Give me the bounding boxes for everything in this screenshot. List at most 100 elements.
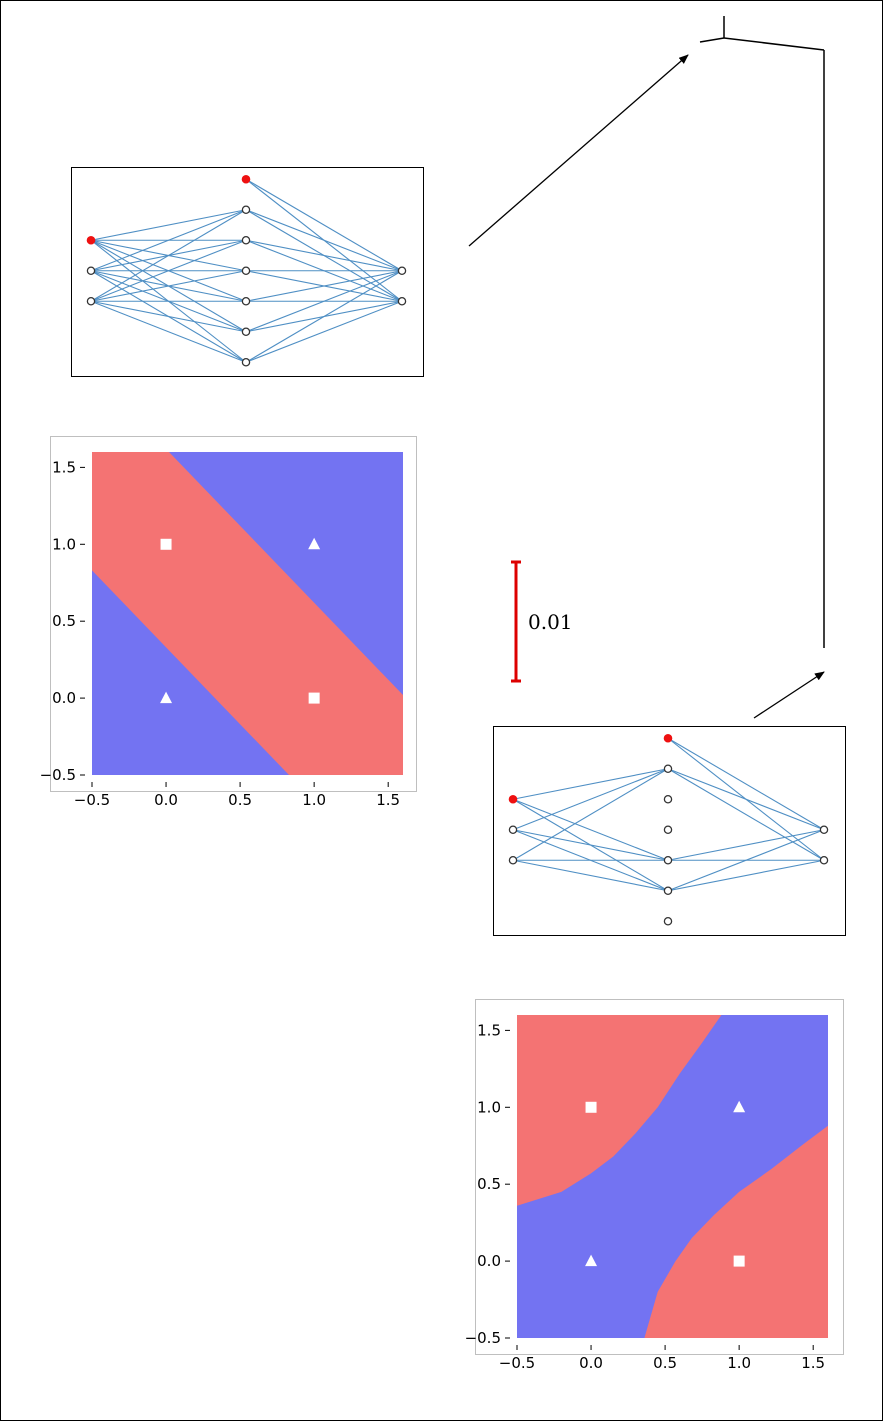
edge-line [512, 859, 669, 892]
network-panel-2 [493, 726, 846, 936]
x-tick-label: 1.0 [727, 1354, 751, 1372]
y-tick-label: 1.5 [52, 458, 76, 476]
neuron-node [663, 825, 673, 835]
square-marker [160, 538, 172, 550]
bias-node [241, 174, 251, 184]
decision-boundary-plot-2: −0.5 −0.5 0.0 0.0 0.5 0.5 1.0 1.0 1.5 1.5 [465, 1015, 828, 1372]
scale-bar [511, 560, 521, 683]
y-tick-label: 0.5 [477, 1175, 501, 1193]
decision-boundary-plot-1: −0.5 −0.5 0.0 0.0 0.5 0.5 1.0 1.0 1.5 1.5 [40, 452, 403, 809]
edge-line [90, 239, 247, 302]
axis-ticks: −0.5 −0.5 0.0 0.0 0.5 0.5 1.0 1.0 1.5 1.5 [40, 458, 401, 809]
neuron-node [663, 916, 673, 926]
edge-line [512, 768, 669, 861]
triangle-marker [308, 537, 321, 550]
neuron-node [86, 266, 96, 276]
region-red [644, 1125, 828, 1338]
neuron-node [819, 855, 829, 865]
neuron-node [397, 266, 407, 276]
neuron-node [663, 795, 673, 804]
edges [90, 178, 403, 363]
y-tick-label: 1.0 [477, 1098, 501, 1116]
edge-line [667, 737, 825, 831]
edge-line [90, 300, 247, 363]
bias-node [86, 235, 96, 245]
x-tick-label: 1.0 [302, 791, 326, 809]
edge-line [90, 239, 247, 363]
x-tick-label: 0.5 [228, 791, 252, 809]
edge-line [245, 239, 403, 302]
edge-line [667, 859, 825, 892]
edge-line [512, 798, 669, 861]
nodes [86, 174, 407, 367]
x-tick-label: −0.5 [499, 1354, 535, 1372]
edge-line [245, 178, 403, 272]
edge-line [512, 768, 669, 800]
neuron-node [663, 764, 673, 774]
edge-line [90, 270, 247, 363]
y-tick-label: −0.5 [465, 1329, 501, 1347]
edge-line [245, 209, 403, 302]
square-marker [585, 1101, 597, 1113]
neuron-node [663, 855, 673, 865]
neuron-node [241, 205, 251, 215]
y-tick-label: 0.0 [52, 689, 76, 707]
edge-line [90, 239, 247, 333]
edge-line [245, 178, 403, 302]
axis-ticks: −0.5 −0.5 0.0 0.0 0.5 0.5 1.0 1.0 1.5 1.5 [465, 1021, 826, 1372]
neuron-node [241, 296, 251, 306]
x-tick-label: 1.5 [376, 791, 400, 809]
edge-line [512, 798, 669, 892]
x-tick-label: 0.0 [154, 791, 178, 809]
x-tick-label: 1.5 [801, 1354, 825, 1372]
neuron-node [241, 327, 251, 336]
region-red [92, 452, 403, 775]
bias-node [663, 733, 673, 743]
triangle-marker [585, 1254, 598, 1267]
y-tick-label: −0.5 [40, 766, 76, 784]
edge-line [512, 829, 669, 892]
neuron-node [241, 357, 251, 367]
triangle-marker [160, 691, 173, 704]
edge-line [245, 270, 403, 302]
arrow-to-right-leg [753, 671, 825, 719]
arrow-to-left-branch [468, 54, 689, 247]
network-diagram-2 [508, 733, 829, 926]
dendrogram-tree [699, 16, 825, 648]
nodes [508, 733, 829, 926]
edge-line [90, 209, 247, 241]
data-points [585, 1100, 746, 1267]
square-marker [308, 692, 320, 704]
neuron-node [86, 296, 96, 306]
dendrogram-left-branch [699, 37, 725, 43]
y-tick-label: 0.5 [52, 612, 76, 630]
neuron-node [663, 886, 673, 895]
neuron-node [397, 296, 407, 306]
triangle-marker [733, 1100, 746, 1113]
edge-line [245, 300, 403, 333]
neuron-node [508, 855, 518, 865]
edge-line [667, 829, 825, 861]
network-panel-1 [71, 167, 424, 377]
neuron-node [241, 236, 251, 245]
bias-node [508, 794, 518, 804]
y-tick-label: 0.0 [477, 1252, 501, 1270]
neuron-node [241, 266, 251, 276]
scale-bar-label: 0.01 [528, 610, 573, 634]
x-tick-label: 0.0 [579, 1354, 603, 1372]
network-diagram-1 [86, 174, 407, 367]
data-points [160, 537, 321, 704]
edge-line [667, 768, 825, 861]
y-tick-label: 1.5 [477, 1021, 501, 1039]
edge-line [512, 768, 669, 831]
region-red [517, 1015, 722, 1206]
edge-line [245, 300, 403, 363]
neuron-node [508, 825, 518, 835]
neuron-node [819, 825, 829, 835]
dendrogram-right-branch [723, 37, 825, 51]
edge-line [667, 737, 825, 861]
x-tick-label: −0.5 [74, 791, 110, 809]
y-tick-label: 1.0 [52, 535, 76, 553]
x-tick-label: 0.5 [653, 1354, 677, 1372]
